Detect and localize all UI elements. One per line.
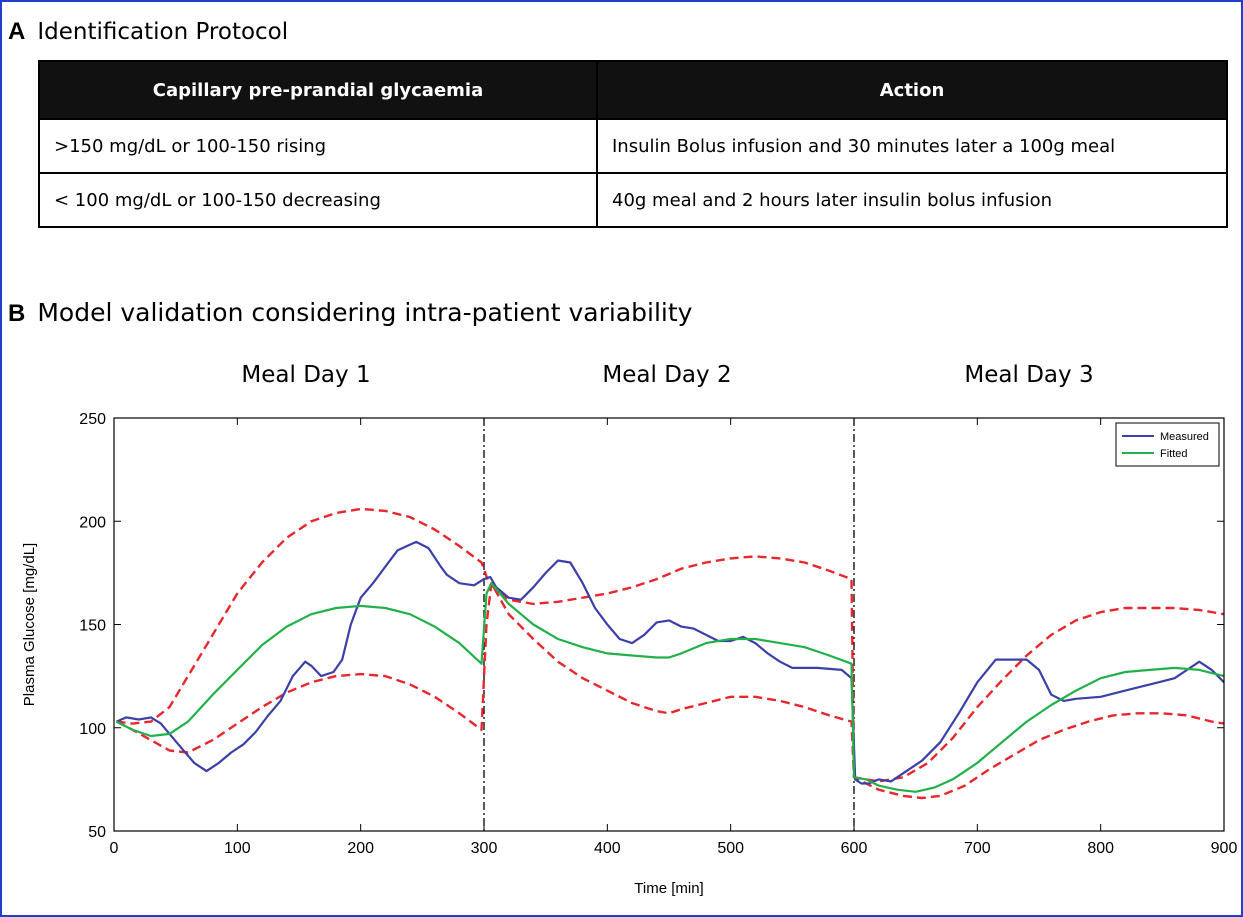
y-tick-label: 50	[88, 824, 106, 841]
y-tick-label: 150	[79, 618, 106, 635]
panel-a-title: A Identification Protocol	[8, 18, 288, 46]
x-tick-label: 800	[1087, 840, 1114, 857]
meal-day-1-label: Meal Day 1	[241, 362, 371, 388]
panel-b-letter: B	[8, 300, 26, 327]
table-header-row: Capillary pre-prandial glycaemia Action	[38, 60, 1228, 120]
series-line-fitted	[115, 582, 1224, 793]
table-cell-condition: >150 mg/dL or 100-150 rising	[38, 118, 598, 174]
x-tick-label: 700	[964, 840, 991, 857]
table-cell-action: Insulin Bolus infusion and 30 minutes la…	[596, 118, 1228, 174]
panel-b-title: B Model validation considering intra-pati…	[8, 298, 692, 328]
legend-label: Measured	[1160, 431, 1209, 443]
table-cell-action: 40g meal and 2 hours later insulin bolus…	[596, 172, 1228, 228]
x-tick-label: 0	[110, 840, 119, 857]
y-tick-label: 200	[79, 514, 106, 531]
x-tick-label: 900	[1211, 840, 1238, 857]
meal-day-2-label: Meal Day 2	[602, 362, 732, 388]
x-tick-label: 600	[841, 840, 868, 857]
series-line-bound-2	[116, 507, 1224, 783]
y-axis-label: Plasma Glucose [mg/dL]	[21, 543, 38, 706]
panel-a-title-text: Identification Protocol	[37, 19, 289, 45]
table-row: < 100 mg/dL or 100-150 decreasing 40g me…	[38, 172, 1228, 228]
table-header-glycaemia: Capillary pre-prandial glycaemia	[38, 60, 598, 120]
x-axis-label: Time [min]	[634, 880, 703, 897]
meal-day-3-label: Meal Day 3	[964, 362, 1094, 388]
panel-a-letter: A	[8, 18, 26, 45]
y-tick-label: 100	[79, 721, 106, 738]
table-header-action: Action	[596, 60, 1228, 120]
x-tick-label: 500	[717, 840, 744, 857]
axis-ticks: 0 100 200 300 400 500 600 700 800 900 50 100 150 200 2…	[79, 411, 1237, 857]
legend-label: Fitted	[1160, 448, 1188, 460]
identification-protocol-table: Capillary pre-prandial glycaemia Action …	[38, 60, 1228, 228]
plot-lines	[115, 418, 1224, 831]
table-cell-condition: < 100 mg/dL or 100-150 decreasing	[38, 172, 598, 228]
panel-b-title-text: Model validation considering intra-patie…	[37, 298, 693, 327]
y-tick-label: 250	[79, 411, 106, 428]
x-tick-label: 200	[347, 840, 374, 857]
x-tick-label: 300	[471, 840, 498, 857]
legend: Measured Fitted	[1115, 422, 1220, 467]
table-row: >150 mg/dL or 100-150 rising Insulin Bol…	[38, 118, 1228, 174]
series-line-bound-3	[115, 582, 1224, 800]
plot-frame	[113, 417, 1225, 832]
x-tick-label: 100	[224, 840, 251, 857]
series-line-measured	[116, 540, 1224, 785]
x-tick-label: 400	[594, 840, 621, 857]
legend-box	[1115, 422, 1220, 467]
